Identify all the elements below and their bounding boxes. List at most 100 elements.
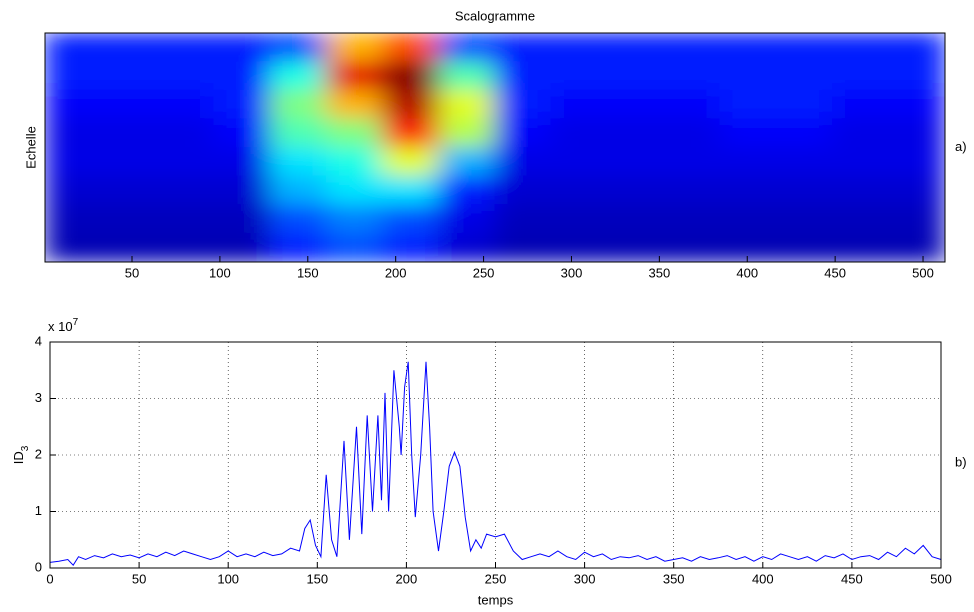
- heatmap-cell: [157, 147, 215, 177]
- heatmap-cell: [45, 147, 102, 177]
- heatmap-cell: [719, 118, 777, 148]
- heatmap-cell: [607, 118, 665, 148]
- data-line: [49, 361, 942, 567]
- heatmap-cell: [775, 175, 833, 206]
- heatmap-cell: [382, 204, 440, 234]
- x-tick-label: 300: [561, 265, 583, 280]
- heatmap-cell: [157, 61, 215, 91]
- heatmap-cell: [550, 232, 608, 262]
- x-tick-label: 100: [209, 265, 231, 280]
- heatmap-cell: [100, 147, 158, 177]
- heatmap-cell: [550, 118, 608, 148]
- panel-label: a): [955, 139, 967, 154]
- heatmap-cell: [888, 204, 945, 234]
- heatmap-cell: [100, 175, 158, 206]
- heatmap-cell: [663, 147, 721, 177]
- axes-box: [44, 32, 946, 263]
- heatmap-cell: [494, 204, 552, 234]
- heatmap-cell: [494, 89, 552, 120]
- heatmap-cell: [382, 232, 440, 262]
- heatmap-cell: [45, 33, 102, 63]
- heatmap-cell: [719, 61, 777, 91]
- y-tick-label: 3: [35, 390, 42, 405]
- heatmap-cell: [719, 147, 777, 177]
- heatmap-cell: [663, 118, 721, 148]
- x-tick-label: 300: [574, 571, 596, 586]
- x-tick-label: 50: [125, 265, 139, 280]
- heatmap-cell: [663, 175, 721, 206]
- heatmap-cell: [382, 175, 440, 206]
- heatmap-cell: [100, 61, 158, 91]
- heatmap-cell: [213, 61, 271, 91]
- y-axis-label: Echelle: [23, 126, 38, 169]
- heatmap-cell: [438, 118, 496, 148]
- heatmap-cell: [607, 61, 665, 91]
- heatmap-cell: [607, 232, 665, 262]
- x-tick-label: 500: [912, 265, 934, 280]
- heatmap-cell: [45, 175, 102, 206]
- heatmap-cell: [888, 118, 945, 148]
- heatmap-cell: [157, 175, 215, 206]
- x-tick-label: 350: [663, 571, 685, 586]
- heatmap-cell: [888, 61, 945, 91]
- heatmap-cell: [157, 118, 215, 148]
- heatmap-cell: [157, 89, 215, 120]
- heatmap-cell: [325, 147, 383, 177]
- heatmap-cell: [45, 61, 102, 91]
- y-scale-label: x 107: [48, 317, 79, 335]
- x-tick-label: 500: [930, 571, 952, 586]
- heatmap-cells: [45, 33, 945, 262]
- heatmap-cell: [213, 33, 271, 63]
- heatmap-cell: [663, 232, 721, 262]
- y-axis-label-subscript: 3: [20, 445, 31, 451]
- x-tick-label: 400: [736, 265, 758, 280]
- x-tick-label: 200: [385, 265, 407, 280]
- heatmap-cell: [438, 232, 496, 262]
- heatmap-cell: [325, 89, 383, 120]
- heatmap-cell: [663, 204, 721, 234]
- heatmap-cell: [213, 204, 271, 234]
- x-tick-label: 150: [297, 265, 319, 280]
- y-axis-label-main: ID: [11, 451, 26, 464]
- heatmap-cell: [325, 33, 383, 63]
- heatmap-cell: [832, 33, 890, 63]
- heatmap-cell: [663, 89, 721, 120]
- heatmap-cell: [100, 232, 158, 262]
- heatmap-cell: [438, 204, 496, 234]
- heatmap-cell: [888, 89, 945, 120]
- y-scale-base: x 10: [48, 319, 73, 334]
- heatmap-cell: [775, 147, 833, 177]
- heatmap-cell: [832, 175, 890, 206]
- heatmap-cell: [269, 147, 327, 177]
- heatmap-cell: [775, 204, 833, 234]
- heatmap-cell: [888, 175, 945, 206]
- heatmap-cell: [550, 175, 608, 206]
- heatmap-cell: [775, 118, 833, 148]
- heatmap-cell: [438, 175, 496, 206]
- heatmap-cell: [100, 89, 158, 120]
- heatmap-cell: [663, 33, 721, 63]
- y-scale-exponent: 7: [73, 317, 79, 328]
- y-tick-label: 4: [35, 333, 42, 348]
- heatmap-cell: [832, 147, 890, 177]
- heatmap-cell: [382, 118, 440, 148]
- heatmap-cell: [494, 33, 552, 63]
- heatmap-cell: [269, 204, 327, 234]
- heatmap-cell: [269, 33, 327, 63]
- heatmap-cell: [157, 232, 215, 262]
- x-tick-label: 50: [132, 571, 146, 586]
- heatmap-cell: [269, 61, 327, 91]
- heatmap-clip: [45, 33, 945, 262]
- heatmap-cell: [269, 89, 327, 120]
- heatmap-cell: [719, 232, 777, 262]
- heatmap-cell: [832, 61, 890, 91]
- heatmap-cell: [325, 61, 383, 91]
- heatmap-cell: [45, 232, 102, 262]
- heatmap-cell: [775, 232, 833, 262]
- heatmap-cell: [213, 175, 271, 206]
- heatmap-cell: [100, 204, 158, 234]
- heatmap-cell: [550, 33, 608, 63]
- heatmap-cell: [607, 89, 665, 120]
- x-axis-label: temps: [478, 592, 514, 607]
